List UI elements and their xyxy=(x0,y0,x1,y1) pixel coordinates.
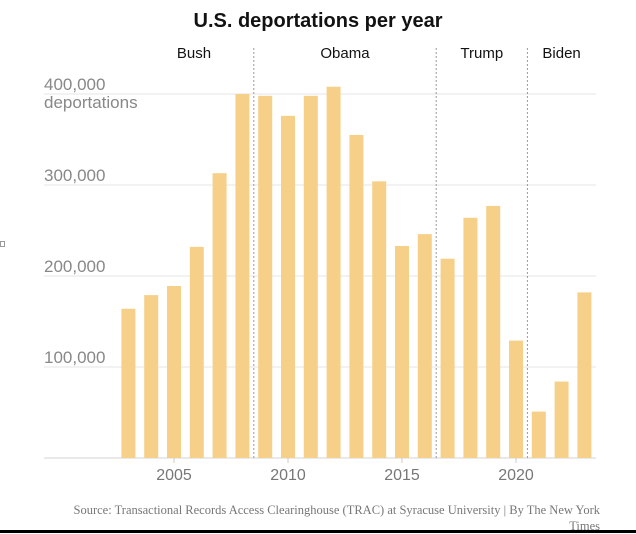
bar-2007 xyxy=(212,173,227,459)
bottom-border xyxy=(0,530,636,533)
bar-2006 xyxy=(189,246,204,458)
bars xyxy=(121,86,592,459)
era-label-biden: Biden xyxy=(542,45,580,62)
x-tick-label: 2005 xyxy=(156,467,192,484)
bar-2023 xyxy=(577,292,592,458)
bar-2017 xyxy=(440,258,455,458)
bar-2015 xyxy=(395,245,409,458)
x-tick-label: 2015 xyxy=(384,467,420,484)
x-axis: 2005 2010 2015 2020 xyxy=(156,458,534,484)
bar-2013 xyxy=(349,134,364,458)
bar-2009 xyxy=(258,95,273,458)
bar-2012 xyxy=(326,86,341,458)
bar-2010 xyxy=(281,115,295,458)
bar-2019 xyxy=(486,205,501,458)
bar-2018 xyxy=(463,217,478,458)
bar-2022 xyxy=(554,381,569,458)
y-tick-label: 400,000 xyxy=(44,75,105,94)
source-note: Source: Transactional Records Access Cle… xyxy=(73,503,601,533)
x-tick-label: 2020 xyxy=(498,467,534,484)
y-tick-label: 300,000 xyxy=(44,166,105,185)
y-tick-label: 200,000 xyxy=(44,257,105,276)
bar-2020 xyxy=(509,340,523,458)
era-label-trump: Trump xyxy=(460,45,503,62)
gridlines xyxy=(44,93,596,459)
bar-2021 xyxy=(531,411,546,458)
bar-2016 xyxy=(417,234,432,458)
edge-marker xyxy=(0,241,5,247)
y-tick-label: 100,000 xyxy=(44,348,105,367)
era-dividers: Bush Obama Trump Biden xyxy=(177,45,581,458)
bar-2014 xyxy=(372,181,387,459)
era-label-obama: Obama xyxy=(320,45,370,62)
deportations-chart: U.S. deportations per year Bush Obama Trum… xyxy=(44,10,596,484)
bar-2004 xyxy=(144,295,159,458)
x-tick-label: 2010 xyxy=(270,467,306,484)
y-axis-unit-label: deportations xyxy=(44,93,138,112)
chart-title: U.S. deportations per year xyxy=(194,10,443,32)
bar-2003 xyxy=(121,308,136,458)
bar-2008 xyxy=(235,94,250,458)
bar-2005 xyxy=(167,286,181,458)
bar-2011 xyxy=(303,95,318,458)
era-label-bush: Bush xyxy=(177,45,211,62)
